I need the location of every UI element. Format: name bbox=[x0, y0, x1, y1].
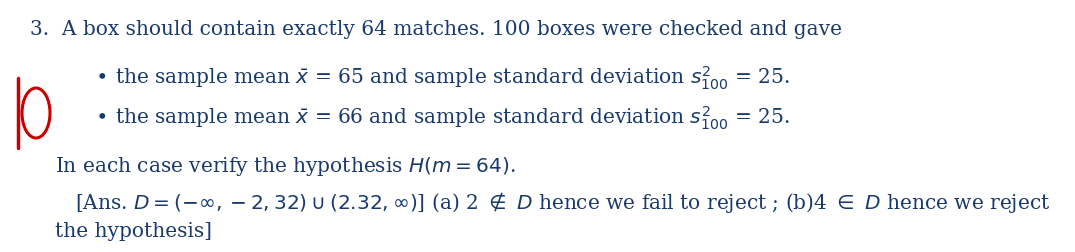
Text: the hypothesis]: the hypothesis] bbox=[55, 222, 212, 241]
Text: $\bullet$: $\bullet$ bbox=[95, 105, 106, 124]
Text: In each case verify the hypothesis $H(m = 64)$.: In each case verify the hypothesis $H(m … bbox=[55, 155, 516, 178]
Text: the sample mean $\bar{x}$ = 66 and sample standard deviation $s^{2}_{100}$ = 25.: the sample mean $\bar{x}$ = 66 and sampl… bbox=[115, 105, 790, 132]
Text: $\bullet$: $\bullet$ bbox=[95, 65, 106, 84]
Text: 3.  A box should contain exactly 64 matches. 100 boxes were checked and gave: 3. A box should contain exactly 64 match… bbox=[30, 20, 842, 39]
Text: [Ans. $D = (-\infty, -2, 32) \cup (2.32, \infty)$] (a) 2 $\notin$ $D$ hence we f: [Ans. $D = (-\infty, -2, 32) \cup (2.32,… bbox=[75, 190, 1050, 215]
Text: the sample mean $\bar{x}$ = 65 and sample standard deviation $s^{2}_{100}$ = 25.: the sample mean $\bar{x}$ = 65 and sampl… bbox=[115, 65, 790, 92]
